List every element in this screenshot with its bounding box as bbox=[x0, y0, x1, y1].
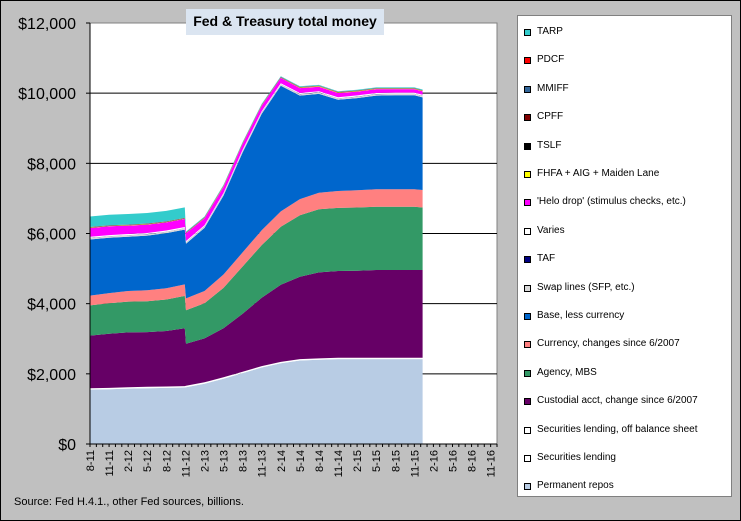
legend-label: MMIFF bbox=[537, 82, 569, 94]
x-tick-label: 5-16 bbox=[447, 450, 459, 472]
y-tick-label: $0 bbox=[58, 437, 76, 454]
legend-item: Agency, MBS bbox=[524, 366, 597, 381]
legend-item: Swap lines (SFP, etc.) bbox=[524, 281, 635, 296]
legend-label: Agency, MBS bbox=[537, 366, 597, 378]
x-axis: 8-11 11-11 2-12 5-12 8-12 11-12 2-13 5-13 8-13 11… bbox=[85, 22, 498, 477]
legend-item: Custodial acct, change since 6/2007 bbox=[524, 395, 698, 409]
x-tick-label: 8-15 bbox=[390, 450, 402, 472]
series-areas bbox=[90, 76, 423, 444]
legend-swatch bbox=[524, 142, 531, 150]
legend-item: PDCF bbox=[524, 54, 565, 68]
x-tick-label: 11-15 bbox=[409, 450, 421, 477]
legend-label: FHFA + AIG + Maiden Lane bbox=[537, 168, 660, 179]
y-tick-label: $6,000 bbox=[27, 227, 76, 244]
legend-label: Permanent repos bbox=[537, 480, 614, 492]
x-tick-label: 8-13 bbox=[238, 450, 250, 472]
legend-label: PDCF bbox=[537, 54, 565, 66]
legend-label: Currency, changes since 6/2007 bbox=[537, 338, 680, 350]
legend-swatch bbox=[524, 313, 531, 320]
legend-swatch bbox=[524, 29, 531, 36]
x-tick-label: 11-14 bbox=[333, 450, 345, 477]
legend-item: Permanent repos bbox=[524, 480, 614, 494]
x-tick-label: 8-12 bbox=[161, 450, 173, 472]
legend-swatch bbox=[524, 426, 531, 434]
area-series bbox=[90, 206, 423, 344]
legend-item: CPFF bbox=[524, 111, 564, 125]
legend-label: 'Helo drop' (stimulus checks, etc.) bbox=[537, 196, 686, 208]
legend-label: Varies bbox=[537, 224, 565, 236]
legend-item: TSLF bbox=[524, 139, 562, 154]
legend-label: Securities lending bbox=[537, 452, 616, 463]
x-tick-label: 8-14 bbox=[314, 450, 326, 472]
x-tick-label: 2-16 bbox=[428, 450, 440, 472]
legend-swatch bbox=[524, 369, 531, 377]
legend-item: TARP bbox=[524, 26, 563, 40]
x-tick-label: 8-16 bbox=[467, 450, 479, 472]
legend-item: Securities lending bbox=[524, 452, 616, 466]
area-series bbox=[90, 359, 423, 444]
legend-label: Custodial acct, change since 6/2007 bbox=[537, 395, 698, 407]
x-tick-label: 11-16 bbox=[486, 450, 498, 477]
legend-item: TAF bbox=[524, 253, 556, 267]
x-tick-label: 2-13 bbox=[199, 450, 211, 472]
legend-label: Swap lines (SFP, etc.) bbox=[537, 281, 635, 293]
chart-title-box: Fed & Treasury total money bbox=[186, 9, 384, 35]
legend-item: FHFA + AIG + Maiden Lane bbox=[524, 168, 660, 182]
legend-swatch bbox=[524, 85, 531, 93]
legend-item: Base, less currency bbox=[524, 310, 625, 324]
x-tick-label: 5-15 bbox=[371, 450, 383, 472]
x-tick-label: 2-14 bbox=[276, 450, 288, 472]
y-tick-label: $2,000 bbox=[27, 367, 76, 384]
x-tick-label: 5-14 bbox=[295, 450, 307, 472]
source-note: Source: Fed H.4.1., other Fed sources, b… bbox=[14, 496, 244, 508]
area-series bbox=[90, 189, 423, 311]
chart-title: Fed & Treasury total money bbox=[193, 13, 377, 29]
legend-item: MMIFF bbox=[524, 82, 569, 97]
legend-item: Securities lending, off balance sheet bbox=[524, 423, 698, 438]
legend-item: Currency, changes since 6/2007 bbox=[524, 338, 680, 352]
legend-swatch bbox=[524, 398, 531, 406]
x-tick-label: 11-11 bbox=[104, 450, 116, 477]
y-tick-label: $10,000 bbox=[18, 86, 76, 103]
legend-swatch bbox=[524, 114, 531, 122]
y-tick-label: $12,000 bbox=[18, 16, 76, 33]
legend-item: Varies bbox=[524, 224, 565, 239]
area-series bbox=[90, 76, 423, 233]
legend-swatch bbox=[524, 284, 531, 292]
y-tick-label: $8,000 bbox=[27, 156, 76, 173]
legend-swatch bbox=[524, 227, 531, 235]
x-tick-label: 2-15 bbox=[352, 450, 364, 472]
x-tick-label: 11-13 bbox=[257, 450, 269, 477]
legend-label: Securities lending, off balance sheet bbox=[537, 423, 698, 435]
legend-label: CPFF bbox=[537, 111, 564, 123]
x-tick-label: 5-13 bbox=[219, 450, 231, 472]
legend-label: TSLF bbox=[537, 139, 562, 151]
legend-swatch bbox=[524, 57, 531, 65]
legend-swatch bbox=[524, 455, 531, 462]
x-tick-label: 11-12 bbox=[180, 450, 192, 477]
legend-swatch bbox=[524, 256, 531, 264]
x-tick-label: 8-11 bbox=[85, 450, 97, 471]
legend-swatch bbox=[524, 341, 531, 349]
legend: TARP PDCF MMIFF CPFF TSLF FHFA + AIG + Maiden… bbox=[517, 15, 732, 497]
area-series bbox=[90, 270, 423, 389]
legend-swatch bbox=[524, 171, 531, 178]
legend-label: TARP bbox=[537, 26, 563, 37]
legend-swatch bbox=[524, 199, 531, 207]
y-axis: $0 $2,000 $4,000 $6,000 $8,000 $10,000 $12,000 bbox=[18, 16, 76, 454]
y-tick-label: $4,000 bbox=[27, 297, 76, 314]
legend-label: Base, less currency bbox=[537, 310, 625, 321]
x-tick-label: 2-12 bbox=[123, 450, 135, 472]
legend-item: 'Helo drop' (stimulus checks, etc.) bbox=[524, 196, 686, 210]
x-tick-label: 5-12 bbox=[142, 450, 154, 472]
area-series bbox=[90, 85, 423, 299]
legend-label: TAF bbox=[537, 253, 556, 265]
legend-swatch bbox=[524, 483, 531, 491]
